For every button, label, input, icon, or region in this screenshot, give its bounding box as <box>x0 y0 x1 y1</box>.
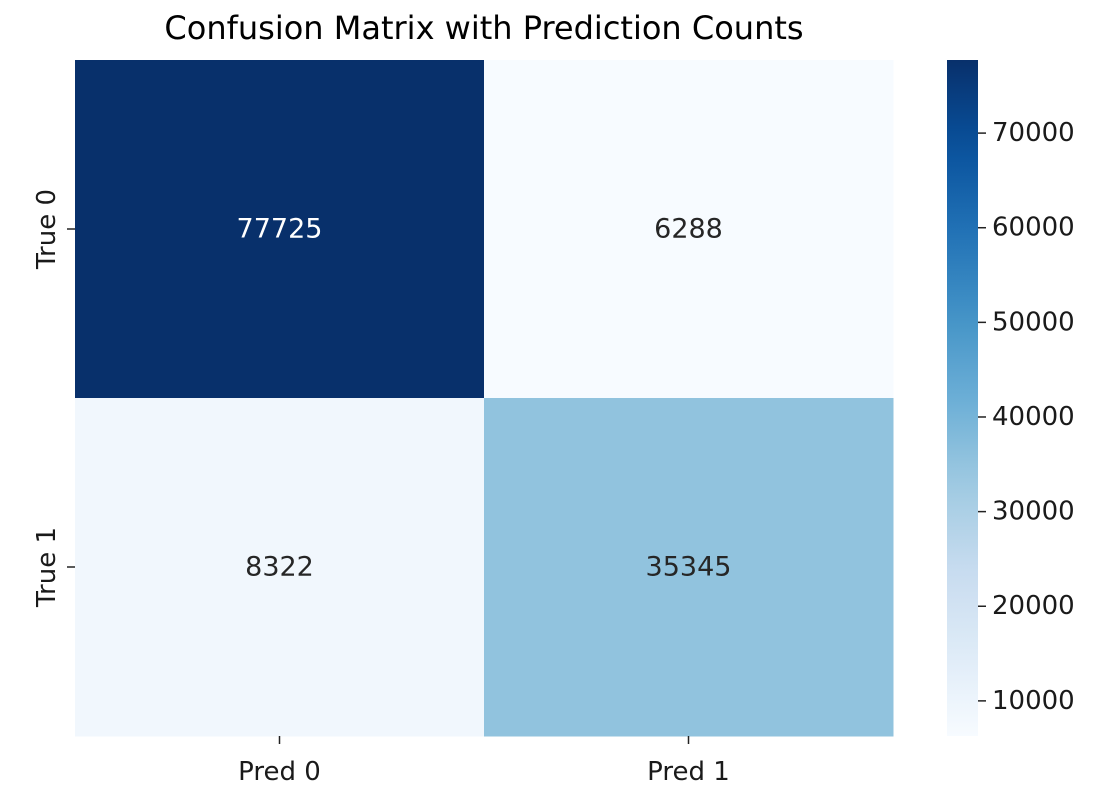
colorbar-tick-label-2: 30000 <box>992 497 1075 527</box>
cell-label-r0-c1: 6288 <box>654 214 723 245</box>
heatmap-cell-r1-c0 <box>75 398 485 737</box>
colorbar-tick-label-1: 20000 <box>992 591 1075 621</box>
colorbar-tick-label-6: 70000 <box>992 118 1075 148</box>
cell-label-r1-c1: 35345 <box>646 552 732 583</box>
y-tick-label-1: True 1 <box>32 527 62 608</box>
colorbar-tick-label-0: 10000 <box>992 686 1075 716</box>
colorbar-tick-label-4: 50000 <box>992 307 1075 337</box>
heatmap-cells <box>75 60 894 737</box>
chart-title: Confusion Matrix with Prediction Counts <box>164 9 803 47</box>
heatmap-cell-r0-c0 <box>75 60 485 399</box>
cell-label-r0-c0: 77725 <box>237 214 323 245</box>
colorbar-tick-label-5: 60000 <box>992 213 1075 243</box>
x-axis-ticks: Pred 0 Pred 1 <box>238 736 730 787</box>
y-axis-ticks: True 0 True 1 <box>32 189 75 608</box>
x-tick-label-1: Pred 1 <box>647 757 730 787</box>
cell-label-r1-c0: 8322 <box>245 552 314 583</box>
heatmap-cell-r1-c1 <box>484 398 894 737</box>
x-tick-label-0: Pred 0 <box>238 757 321 787</box>
cell-labels: 77725 6288 8322 35345 <box>237 214 732 583</box>
colorbar-ticks: 10000 20000 30000 40000 50000 60000 70000 <box>978 118 1075 716</box>
colorbar <box>947 60 978 736</box>
y-tick-label-0: True 0 <box>32 189 62 270</box>
heatmap-cell-r0-c1 <box>484 60 894 399</box>
colorbar-tick-label-3: 40000 <box>992 402 1075 432</box>
